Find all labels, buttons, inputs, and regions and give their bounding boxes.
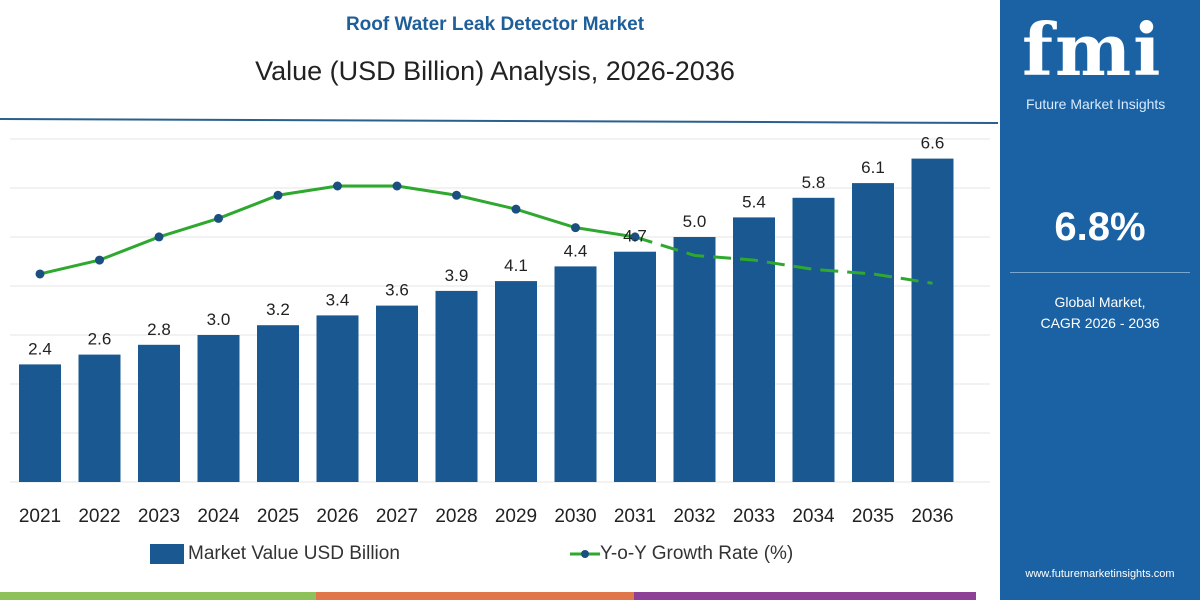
x-tick-label: 2031 [614, 506, 656, 527]
legend-line-label: Y-o-Y Growth Rate (%) [600, 543, 794, 564]
side-panel: fmi Future Market Insights 6.8% Global M… [1000, 0, 1200, 600]
bar-value-label: 4.1 [504, 256, 528, 275]
growth-point [392, 181, 402, 191]
growth-line-dashed [634, 235, 933, 285]
growth-point [571, 223, 580, 233]
cagr-label-line2: CAGR 2026 - 2036 [1040, 315, 1160, 331]
bar [673, 237, 716, 482]
website-link[interactable]: www.futuremarketinsights.com [1025, 568, 1175, 580]
x-tick-label: 2028 [435, 506, 477, 527]
bar [792, 197, 835, 483]
bar [78, 354, 121, 482]
strip-green [0, 592, 316, 600]
bar-value-label: 5.4 [742, 192, 766, 211]
panel-divider [1010, 272, 1190, 273]
bar-value-label: 3.9 [445, 266, 469, 285]
title-divider [0, 118, 999, 124]
bar [554, 266, 597, 482]
bar [733, 217, 775, 482]
x-tick-label: 2021 [19, 506, 61, 527]
bar [614, 251, 656, 482]
growth-point [452, 190, 461, 200]
legend-bar: Market Value USD Billion [150, 543, 400, 565]
bar-value-label: 4.4 [564, 241, 588, 260]
bar [495, 281, 537, 482]
x-tick-label: 2036 [911, 506, 953, 527]
growth-point [95, 255, 104, 265]
chart-subtitle: Value (USD Billion) Analysis, 2026-2036 [255, 56, 735, 86]
bar-value-label: 3.0 [207, 310, 231, 329]
strip-purple [634, 592, 976, 600]
bar-value-label: 3.4 [326, 290, 350, 309]
bar [197, 335, 240, 482]
growth-point [630, 232, 640, 242]
bar-value-label: 4.7 [623, 227, 647, 246]
bar [376, 305, 418, 482]
bar-value-label: 2.6 [88, 330, 112, 349]
bar-value-label: 3.2 [266, 300, 290, 319]
bar-value-label: 2.4 [28, 339, 52, 358]
chart-title: Roof Water Leak Detector Market [345, 14, 645, 35]
x-tick-label: 2027 [376, 506, 418, 527]
x-tick-label: 2025 [257, 506, 299, 527]
cagr-label: Global Market, CAGR 2026 - 2036 [1000, 292, 1200, 334]
x-tick-label: 2024 [197, 506, 240, 527]
growth-point [214, 213, 223, 223]
x-tick-label: 2022 [78, 506, 120, 527]
x-tick-label: 2023 [138, 506, 180, 527]
cagr-value: 6.8% [1054, 205, 1146, 249]
cagr-label-line1: Global Market, [1054, 294, 1146, 310]
bar-value-label: 5.0 [683, 212, 707, 231]
bar [852, 183, 894, 482]
x-tick-label: 2033 [733, 506, 775, 527]
bar-value-label: 6.6 [921, 134, 945, 153]
x-tick-label: 2030 [554, 506, 596, 527]
bar-value-label: 2.8 [147, 320, 171, 339]
fmi-logo: fmi [1022, 7, 1163, 92]
legend-bar-label: Market Value USD Billion [188, 543, 400, 564]
bar [138, 344, 180, 482]
brand-name: Future Market Insights [1026, 96, 1166, 112]
chart: 2.4 2021 2.6 2022 2.8 2023 3.0 2024 3.2 2025 3.4 20… [0, 118, 999, 527]
growth-line-solid [39, 184, 636, 276]
x-tick-label: 2032 [673, 506, 715, 527]
bar [435, 290, 478, 482]
x-tick-label: 2029 [495, 506, 537, 527]
growth-point [273, 190, 283, 200]
growth-point [154, 232, 164, 242]
bar-value-label: 5.8 [802, 173, 826, 192]
bar-value-label: 6.1 [861, 158, 885, 177]
bar-value-label: 3.6 [385, 281, 409, 300]
x-tick-label: 2026 [316, 506, 358, 527]
legend-line: Y-o-Y Growth Rate (%) [570, 543, 793, 565]
growth-point [333, 181, 342, 191]
strip-orange [316, 592, 634, 600]
x-tick-label: 2035 [852, 506, 894, 527]
growth-point [35, 269, 45, 279]
bar [316, 315, 359, 482]
growth-point [511, 204, 521, 214]
bar [911, 158, 954, 482]
bar [257, 325, 299, 482]
legend-line-swatch [570, 550, 600, 558]
legend-bar-swatch [150, 544, 184, 564]
bar [19, 364, 61, 482]
x-tick-label: 2034 [792, 506, 835, 527]
